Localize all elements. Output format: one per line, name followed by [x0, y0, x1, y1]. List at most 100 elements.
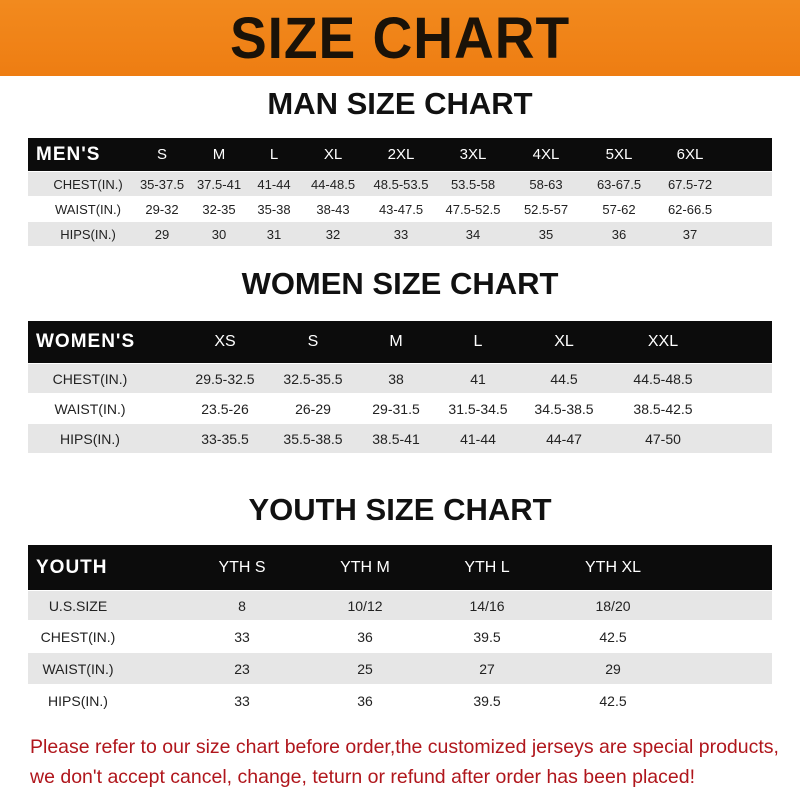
table-cell: 57-62	[602, 201, 636, 217]
measure-label-cell: CHEST(IN.)	[53, 176, 123, 192]
measure-label-cell: WAIST(IN.)	[54, 400, 126, 417]
table-cell: 23	[234, 660, 250, 677]
table-cell: 44.5	[550, 370, 578, 387]
table-cell: 35	[538, 226, 554, 242]
table-cell: 42.5	[599, 628, 627, 645]
table-cell: 33	[393, 226, 409, 242]
table-cell: 41-44	[460, 430, 496, 447]
table-row: U.S.SIZE 8 10/12 14/16 18/20	[28, 591, 772, 620]
table-cell: 38.5-41	[372, 430, 420, 447]
table-row: CHEST(IN.) 29.5-32.5 32.5-35.5 38 41 44.5 44.5…	[28, 364, 772, 393]
table-cell: 39.5	[473, 628, 501, 645]
notice-line-1: Please refer to our size chart before or…	[30, 736, 779, 758]
table-cell: 23.5-26	[201, 400, 249, 417]
table-cell: 29	[605, 660, 621, 677]
table-header-row: WOMEN'S XS S M L XL XXL	[28, 321, 772, 363]
size-header-cell: L	[269, 146, 279, 163]
size-header-cell: YTH L	[464, 558, 510, 576]
table-cell: 42.5	[599, 692, 627, 709]
table-cell: 34.5-38.5	[534, 400, 594, 417]
size-header-cell: 2XL	[387, 146, 415, 163]
table-cell: 30	[211, 226, 227, 242]
table-cell: 26-29	[295, 400, 331, 417]
size-header-cell: XXL	[647, 333, 679, 350]
size-header-cell: 5XL	[605, 146, 633, 163]
table-cell: 36	[357, 692, 373, 709]
measure-label-cell: WAIST(IN.)	[42, 660, 114, 677]
table-cell: 37.5-41	[196, 176, 242, 192]
men-title: MAN SIZE CHART	[267, 86, 533, 121]
table-cell: 31.5-34.5	[448, 400, 508, 417]
page-title: SIZE CHART	[229, 5, 571, 71]
table-cell: 25	[357, 660, 373, 677]
table-cell: 48.5-53.5	[373, 176, 429, 192]
size-header-cell: YTH S	[218, 558, 266, 576]
measure-label-cell: HIPS(IN.)	[60, 226, 116, 242]
table-row: WAIST(IN.) 29-32 32-35 35-38 38-43 43-47.5 47.…	[28, 197, 772, 221]
table-cell: 29-32	[145, 201, 179, 217]
size-header-cell: YTH XL	[584, 558, 642, 576]
table-cell: 58-63	[529, 176, 563, 192]
table-cell: 18/20	[595, 597, 631, 614]
measure-label-cell: U.S.SIZE	[48, 597, 108, 614]
size-header-cell: 4XL	[532, 146, 560, 163]
table-cell: 36	[357, 628, 373, 645]
table-title-cell: YOUTH	[36, 556, 108, 578]
size-header-cell: L	[473, 333, 483, 350]
size-header-cell: M	[389, 333, 403, 350]
table-row: CHEST(IN.) 33 36 39.5 42.5	[28, 621, 772, 652]
table-row: WAIST(IN.) 23 25 27 29	[28, 653, 772, 684]
table-cell: 67.5-72	[667, 176, 713, 192]
table-cell: 44-47	[546, 430, 582, 447]
table-cell: 38-43	[316, 201, 350, 217]
table-title-cell: WOMEN'S	[36, 331, 136, 352]
size-header-cell: M	[212, 146, 226, 163]
table-cell: 32.5-35.5	[283, 370, 343, 387]
size-header-cell: S	[307, 333, 319, 350]
table-cell: 8	[238, 597, 246, 614]
size-header-cell: XL	[554, 333, 574, 350]
measure-label-cell: CHEST(IN.)	[52, 370, 128, 387]
banner: SIZE CHART	[0, 0, 800, 76]
table-header-row: YOUTH YTH S YTH M YTH L YTH XL	[28, 545, 772, 590]
table-cell: 37	[682, 226, 698, 242]
table-cell: 63-67.5	[596, 176, 642, 192]
youth-title: YOUTH SIZE CHART	[248, 492, 552, 527]
table-cell: 44.5-48.5	[633, 370, 693, 387]
table-cell: 31	[266, 226, 282, 242]
table-row: HIPS(IN.) 33-35.5 35.5-38.5 38.5-41 41-44 44-…	[28, 424, 772, 453]
table-cell: 47.5-52.5	[445, 201, 501, 217]
table-cell: 29	[154, 226, 170, 242]
table-row: WAIST(IN.) 23.5-26 26-29 29-31.5 31.5-34.5 34…	[28, 394, 772, 423]
women-title: WOMEN SIZE CHART	[241, 266, 559, 301]
table-cell: 35-37.5	[139, 176, 185, 192]
table-cell: 53.5-58	[450, 176, 496, 192]
men-size-table: MEN'S S M L XL 2XL 3XL 4XL 5XL 6XL CHEST(IN.) 35-37…	[28, 138, 772, 247]
women-size-table: WOMEN'S XS S M L XL XXL CHEST(IN.) 29.5-32.5 32.5…	[28, 321, 772, 454]
size-header-cell: XL	[323, 146, 343, 163]
table-cell: 43-47.5	[378, 201, 424, 217]
table-cell: 62-66.5	[667, 201, 713, 217]
table-cell: 32-35	[202, 201, 236, 217]
measure-label-cell: HIPS(IN.)	[60, 430, 120, 447]
size-header-cell: YTH M	[340, 558, 390, 576]
table-cell: 27	[479, 660, 495, 677]
notice-line-2: we don't accept cancel, change, teturn o…	[30, 766, 695, 788]
size-header-cell: 6XL	[676, 146, 704, 163]
youth-size-table: YOUTH YTH S YTH M YTH L YTH XL U.S.SIZE 8 10/12…	[28, 545, 772, 717]
size-header-cell: S	[156, 146, 168, 163]
table-cell: 44-48.5	[310, 176, 356, 192]
table-cell: 33	[234, 628, 250, 645]
table-cell: 47-50	[645, 430, 681, 447]
measure-label-cell: CHEST(IN.)	[40, 628, 116, 645]
measure-label-cell: HIPS(IN.)	[48, 692, 108, 709]
table-cell: 35.5-38.5	[283, 430, 343, 447]
measure-label-cell: WAIST(IN.)	[55, 201, 121, 217]
table-cell: 38.5-42.5	[633, 400, 693, 417]
table-cell: 29.5-32.5	[195, 370, 255, 387]
size-header-cell: XS	[214, 333, 236, 350]
table-cell: 32	[325, 226, 341, 242]
table-cell: 38	[388, 370, 404, 387]
table-title-cell: MEN'S	[36, 143, 101, 165]
table-row: HIPS(IN.) 33 36 39.5 42.5	[28, 685, 772, 716]
